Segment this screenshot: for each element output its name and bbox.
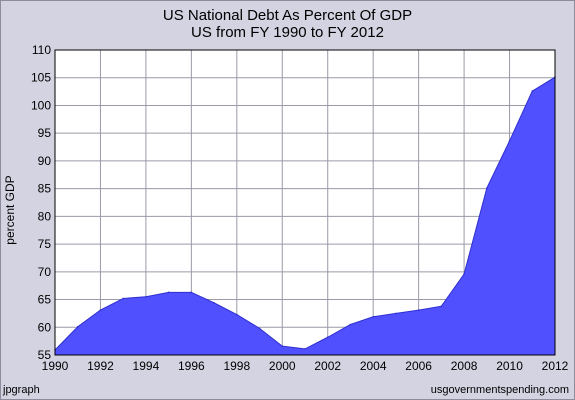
y-tick-label: 90 <box>38 154 52 168</box>
y-tick-label: 60 <box>38 320 52 334</box>
y-tick-label: 55 <box>38 348 52 362</box>
data-point <box>349 323 352 326</box>
data-point <box>167 291 170 294</box>
x-tick-label: 2000 <box>269 359 296 373</box>
x-tick-label: 2004 <box>360 359 387 373</box>
data-point <box>236 313 238 316</box>
x-tick-label: 2002 <box>314 359 341 373</box>
data-point <box>258 327 261 330</box>
data-point <box>417 309 420 311</box>
x-tick-label: 1998 <box>223 359 250 373</box>
data-point <box>99 309 102 311</box>
x-tick-label: 2008 <box>451 359 478 373</box>
y-tick-label: 95 <box>38 126 52 140</box>
footer-credit-right: usgovernmentspending.com <box>430 384 569 396</box>
data-point <box>372 315 374 318</box>
y-tick-label: 80 <box>38 209 52 223</box>
data-point <box>508 140 511 142</box>
data-point <box>190 291 193 294</box>
x-tick-label: 2012 <box>542 359 569 373</box>
data-point <box>463 273 465 275</box>
y-tick-label: 105 <box>31 71 51 85</box>
data-point <box>145 295 147 298</box>
y-tick-label: 110 <box>32 43 51 57</box>
x-tick-label: 2010 <box>496 359 523 373</box>
y-tick-label: 70 <box>38 265 52 279</box>
data-point <box>440 305 443 308</box>
data-point <box>326 336 329 339</box>
footer-credit-left: jpgraph <box>3 384 40 396</box>
y-tick-label: 100 <box>31 98 51 112</box>
y-tick-label: 75 <box>38 237 52 251</box>
y-tick-label: 65 <box>38 293 52 307</box>
x-tick-label: 1992 <box>87 359 114 373</box>
data-point <box>122 297 124 300</box>
chart-subtitle: US from FY 1990 to FY 2012 <box>191 24 384 41</box>
chart-title: US National Debt As Percent Of GDP <box>162 7 413 24</box>
series-area <box>54 76 556 356</box>
x-tick-label: 1994 <box>133 359 160 373</box>
x-tick-label: 2006 <box>405 359 432 373</box>
data-point <box>486 187 488 189</box>
data-point <box>395 312 397 315</box>
data-point <box>304 348 306 350</box>
y-tick-label: 85 <box>38 182 52 196</box>
plot-frame <box>54 49 556 356</box>
data-point <box>213 302 215 304</box>
x-tick-label: 1996 <box>178 359 205 373</box>
data-point <box>76 325 79 328</box>
data-point <box>281 345 284 347</box>
x-tick-label: 1990 <box>42 359 69 373</box>
data-point <box>531 90 534 92</box>
